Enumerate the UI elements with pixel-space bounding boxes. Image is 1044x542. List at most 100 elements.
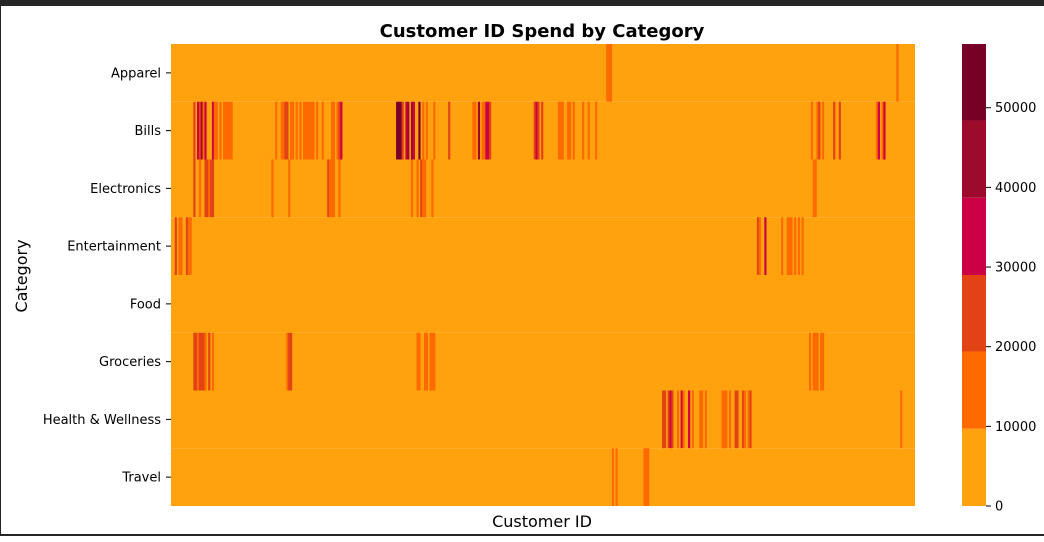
heatmap-cell [215, 101, 218, 160]
heatmap-cell [691, 390, 694, 449]
colorbar-bin [962, 44, 986, 121]
heatmap-cell [418, 101, 421, 160]
heatmap-cell [643, 448, 646, 506]
heatmap-cell [743, 390, 747, 449]
heatmap-cell [822, 332, 825, 391]
heatmap-cell [412, 101, 415, 160]
heatmap-cell [208, 332, 211, 391]
y-tick-label: Entertainment [67, 240, 161, 255]
heatmap-cell [606, 44, 609, 102]
heatmap-cell [204, 159, 207, 218]
heatmap-cell [816, 332, 819, 391]
heatmap-cell [208, 159, 211, 218]
heatmap-cell [764, 217, 767, 275]
heatmap-cell [487, 101, 490, 160]
heatmap-cell [883, 101, 886, 160]
heatmap-cell [541, 101, 544, 160]
heatmap-cell [422, 101, 425, 160]
heatmap-cell [559, 101, 562, 160]
heatmap-cell [416, 332, 419, 391]
heatmap-cell [340, 101, 343, 160]
heatmap-cell [226, 101, 229, 160]
heatmap-cell [223, 101, 226, 160]
heatmap-cell [290, 101, 293, 160]
heatmap-cell [812, 332, 815, 391]
heatmap-cell [756, 217, 760, 275]
heatmap-cell [202, 332, 205, 391]
heatmap-cell [197, 101, 200, 160]
heatmap-cell [197, 332, 200, 391]
heatmap-cell [489, 101, 492, 160]
heatmap-cell [204, 332, 207, 391]
heatmap-cell [682, 390, 685, 449]
heatmap-cell [416, 159, 419, 218]
heatmap-cell [609, 44, 613, 102]
heatmap-cell [228, 101, 231, 160]
heatmap-cell [788, 217, 791, 275]
heatmap-cell [193, 101, 196, 160]
heatmap-cell [312, 101, 315, 160]
heatmap-cell [701, 390, 704, 449]
heatmap-cell [425, 332, 428, 391]
heatmap-cell [671, 390, 674, 449]
heatmap-cell [431, 332, 434, 391]
heatmap-cell [327, 159, 330, 218]
colorbar-tick-label: 30000 [995, 261, 1036, 276]
heatmap-cell [397, 101, 401, 160]
row-background [171, 44, 915, 102]
heatmap-cell [747, 390, 750, 449]
heatmap-cell [423, 332, 427, 391]
heatmap-cell [213, 101, 216, 160]
heatmap-cell [699, 390, 702, 449]
heatmap-cell [211, 332, 215, 391]
y-tick-labels: Apparel Bills Electronics Entertainment Food… [43, 66, 171, 486]
heatmap-cell [316, 101, 319, 160]
heatmap-cell [180, 217, 183, 275]
heatmap-cell [174, 217, 177, 275]
heatmap-cell [202, 101, 205, 160]
colorbar-bin [962, 351, 986, 429]
heatmap-cell [336, 101, 339, 160]
heatmap-cell [611, 448, 614, 506]
heatmap-cell [875, 101, 879, 160]
heatmap-cell [210, 159, 213, 218]
heatmap-cell [230, 101, 233, 160]
heatmap-cell [477, 101, 481, 160]
heatmap-cell [407, 101, 410, 160]
heatmap-cell [557, 101, 561, 160]
heatmap-cell [472, 101, 475, 160]
heatmap-cell [204, 101, 207, 160]
heatmap-cell [304, 101, 308, 160]
heatmap-cell [537, 101, 540, 160]
heatmap-cell [736, 390, 739, 449]
heatmap-cell [211, 159, 215, 218]
heatmap-cell [338, 159, 341, 218]
y-tick-label: Bills [134, 124, 161, 139]
chart-title: Customer ID Spend by Category [380, 21, 705, 42]
heatmap-cell [900, 390, 903, 449]
heatmap-cells [171, 44, 915, 506]
heatmap-cell [595, 101, 598, 160]
heatmap-cell [814, 332, 817, 391]
heatmap-cell [680, 390, 683, 449]
heatmap-cell [608, 44, 611, 102]
heatmap-cell [198, 332, 202, 391]
heatmap-cell [663, 390, 667, 449]
heatmap-cell [742, 390, 745, 449]
heatmap-cell [587, 101, 590, 160]
heatmap-cell [810, 101, 813, 160]
heatmap-cell [797, 217, 800, 275]
heatmap-cell [275, 101, 278, 160]
heatmap-cell [198, 159, 202, 218]
heatmap-cell [299, 101, 302, 160]
y-tick-label: Electronics [90, 182, 161, 197]
heatmap-cell [193, 332, 196, 391]
heatmap-cell [286, 332, 289, 391]
heatmap-cell [662, 390, 665, 449]
colorbar-bin [962, 197, 986, 275]
y-tick-label: Health & Wellness [43, 413, 161, 428]
heatmap-cell [647, 448, 650, 506]
heatmap-cell [330, 159, 334, 218]
colorbar-bin [962, 275, 986, 352]
row-background [171, 332, 915, 391]
